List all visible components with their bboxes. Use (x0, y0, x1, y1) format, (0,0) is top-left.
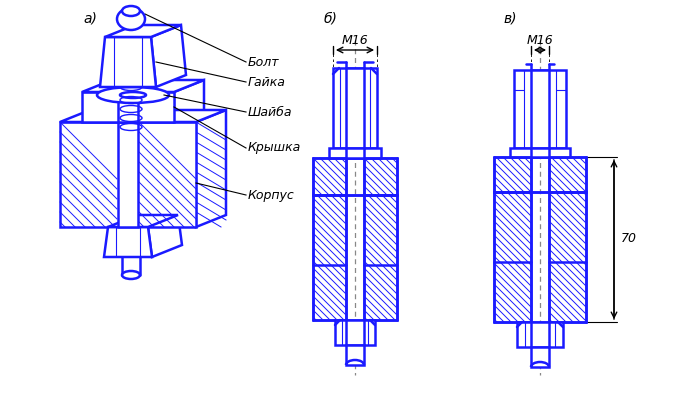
Polygon shape (82, 92, 174, 122)
Polygon shape (60, 110, 226, 122)
Bar (118, 92, 138, 122)
Bar (364, 195, 397, 320)
Ellipse shape (122, 6, 140, 16)
Bar (531, 148, 549, 157)
Bar (517, 322, 563, 347)
Text: Гайка: Гайка (248, 76, 286, 88)
Text: б): б) (323, 11, 337, 25)
Text: М16: М16 (342, 35, 369, 48)
Bar (118, 122, 138, 227)
Text: Корпус: Корпус (248, 188, 295, 201)
Bar (346, 68, 364, 148)
Bar (364, 158, 397, 195)
Bar (510, 148, 570, 157)
Text: Болт: Болт (248, 55, 279, 68)
Polygon shape (151, 25, 186, 87)
Ellipse shape (122, 271, 140, 279)
Bar (514, 70, 566, 148)
Polygon shape (104, 227, 152, 257)
Polygon shape (148, 215, 182, 257)
Polygon shape (108, 215, 178, 227)
Ellipse shape (117, 8, 145, 30)
Polygon shape (174, 80, 204, 122)
Bar (346, 345, 364, 365)
Bar (346, 148, 364, 158)
Text: в): в) (503, 11, 517, 25)
Ellipse shape (97, 87, 169, 103)
Bar (335, 320, 375, 345)
Polygon shape (105, 25, 181, 37)
Bar (494, 157, 531, 192)
Text: 70: 70 (621, 232, 637, 245)
Polygon shape (60, 122, 196, 227)
Bar (531, 347, 549, 367)
Text: Шайба: Шайба (248, 105, 292, 118)
Text: а): а) (83, 11, 97, 25)
Ellipse shape (120, 92, 146, 98)
Polygon shape (82, 80, 204, 92)
Bar (313, 158, 346, 195)
Bar (549, 192, 586, 322)
Polygon shape (196, 110, 226, 227)
Polygon shape (100, 37, 156, 87)
Bar (494, 192, 531, 322)
Text: Крышка: Крышка (248, 142, 301, 155)
Bar (329, 148, 381, 158)
Bar (531, 70, 549, 148)
Bar (333, 68, 377, 148)
Bar (313, 195, 346, 320)
Text: М16: М16 (527, 35, 554, 48)
Bar (549, 157, 586, 192)
